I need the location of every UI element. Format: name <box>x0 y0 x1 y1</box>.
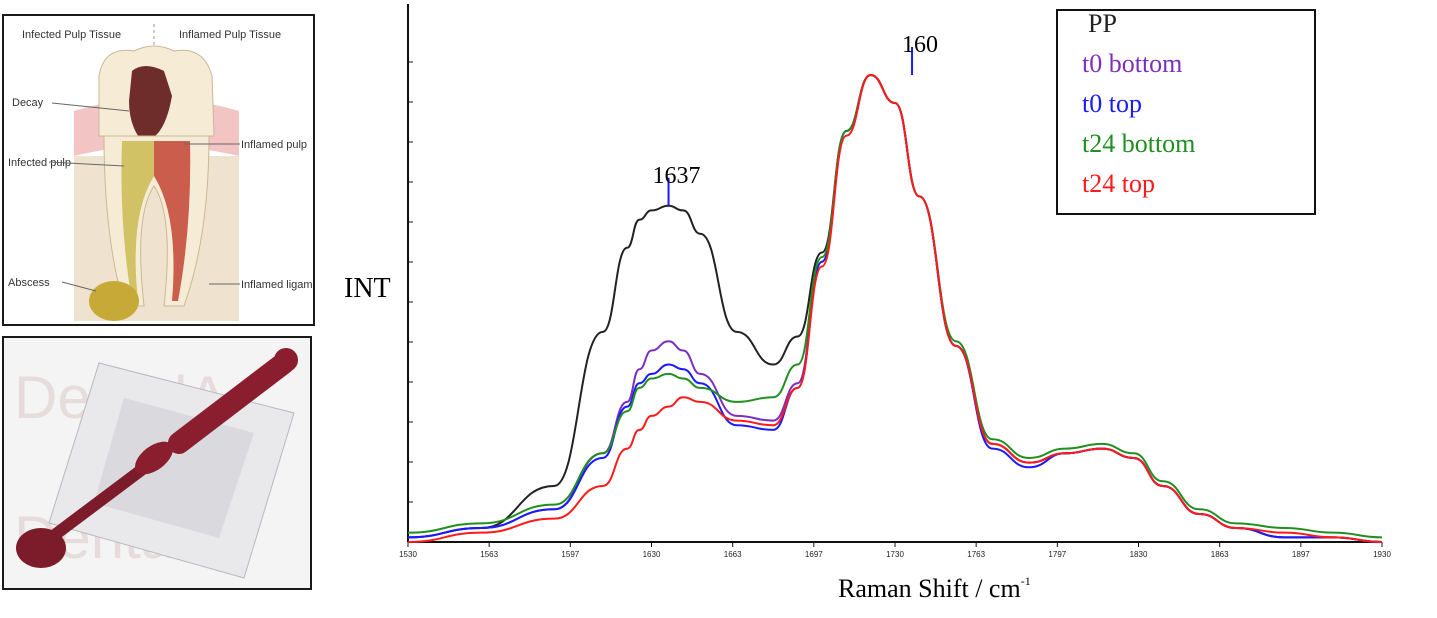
series-lines <box>407 73 1383 543</box>
x-tick-label: 1930 <box>1373 550 1391 559</box>
label-infected-pulp: Infected pulp <box>8 157 71 169</box>
label-inflamed-pulp: Inflamed pulp <box>241 139 307 151</box>
label-inflamed-ligament: Inflamed ligament <box>241 279 313 291</box>
x-tick-label: 1797 <box>1048 550 1066 559</box>
label-abscess: Abscess <box>8 277 50 289</box>
decay-pointer <box>51 102 130 112</box>
peak-label: 160 <box>902 32 938 58</box>
product-photo-panel: DentalA DentalA <box>2 336 312 590</box>
x-ticks: 1530 1563 1597 1630 1663 1697 1730 1763 1797 1830… <box>399 542 1391 559</box>
abscess-shape <box>89 281 139 321</box>
x-tick-label: 1663 <box>724 550 742 559</box>
product-photo: DentalA DentalA <box>14 348 298 579</box>
legend-entry: t0 bottom <box>1082 49 1182 78</box>
x-tick-label: 1897 <box>1292 550 1310 559</box>
syringe-cap <box>274 348 298 372</box>
x-tick-label: 1697 <box>805 550 823 559</box>
x-tick-label: 1763 <box>967 550 985 559</box>
x-tick-label: 1530 <box>399 550 417 559</box>
plunger-head <box>16 528 66 568</box>
infected-pulp-shape <box>121 141 154 301</box>
syringe-barrel <box>168 352 295 454</box>
y-axis-label: INT <box>344 273 391 304</box>
x-tick-label: 1830 <box>1130 550 1148 559</box>
series-line <box>407 73 1383 543</box>
x-tick-label: 1597 <box>561 550 579 559</box>
legend-entry: PP <box>1088 9 1117 38</box>
peak-labels: 1637 160 <box>653 32 938 206</box>
inflamed-pulp-shape <box>154 141 191 301</box>
infected-pulp-pointer <box>48 161 125 167</box>
x-tick-label: 1630 <box>643 550 661 559</box>
legend-entry: t24 top <box>1082 169 1155 198</box>
tooth-illustration-panel: Infected Pulp Tissue Inflamed Pulp Tissu… <box>2 14 315 326</box>
label-infected-pulp-tissue: Infected Pulp Tissue <box>22 29 121 41</box>
syringe-flange <box>135 441 173 475</box>
label-inflamed-pulp-tissue: Inflamed Pulp Tissue <box>179 29 281 41</box>
decay-shape <box>129 66 172 141</box>
x-tick-label: 1863 <box>1211 550 1229 559</box>
legend: PP t0 bottom t0 top t24 bottom t24 top <box>1056 9 1316 215</box>
x-tick-label: 1563 <box>480 550 498 559</box>
label-decay: Decay <box>12 97 44 109</box>
raman-chart: 1530 1563 1597 1630 1663 1697 1730 1763 1797 1830… <box>344 4 1391 603</box>
legend-entry: t0 top <box>1082 89 1142 118</box>
packet-label <box>94 398 254 538</box>
legend-entry: t24 bottom <box>1082 129 1195 158</box>
peak-label: 1637 <box>653 163 701 189</box>
abscess-pointer <box>61 281 97 292</box>
x-axis-label: Raman Shift / cm-1 <box>838 574 1031 603</box>
x-tick-label: 1730 <box>886 550 904 559</box>
tooth-illustration: Infected Pulp Tissue Inflamed Pulp Tissu… <box>8 24 313 321</box>
legend-box <box>1056 9 1316 215</box>
